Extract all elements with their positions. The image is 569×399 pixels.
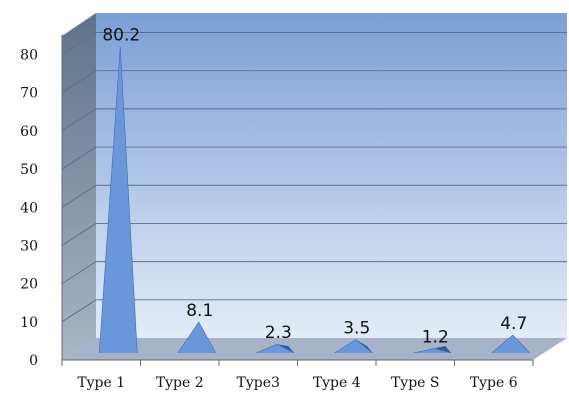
pyramid-face-front xyxy=(177,322,216,353)
x-category-label: Type 2 xyxy=(156,375,204,391)
pyramid-edge xyxy=(491,334,530,354)
pyramid-face-right xyxy=(434,346,452,353)
pyramid-face-front xyxy=(256,344,295,353)
y-tick-label: 50 xyxy=(20,162,38,178)
chart-side-wall xyxy=(62,13,96,360)
gridlines xyxy=(61,32,567,323)
x-category-label: Type 1 xyxy=(77,375,125,391)
pyramid-bar xyxy=(256,343,295,354)
pyramid-edge xyxy=(413,348,452,354)
y-tick-label: 10 xyxy=(20,315,38,331)
gridline-side xyxy=(61,223,97,246)
gridline-side xyxy=(61,261,97,285)
y-tick-label: 70 xyxy=(20,86,38,102)
data-label: 4.7 xyxy=(500,314,527,334)
pyramid-bar xyxy=(413,346,452,354)
gridline-side xyxy=(61,146,97,170)
x-category-label: Type 4 xyxy=(313,375,361,391)
data-label: 2.3 xyxy=(265,323,292,343)
pyramid-bar xyxy=(177,321,217,354)
gridline-side xyxy=(61,108,97,132)
pyramid-edge xyxy=(334,339,373,354)
y-tick-label: 80 xyxy=(20,48,38,64)
y-tick-label: 20 xyxy=(20,277,38,293)
pyramid-face-front xyxy=(99,46,138,353)
pyramid-bar xyxy=(491,334,530,354)
x-category-label: Type S xyxy=(391,375,440,391)
pyramid-edge xyxy=(177,321,217,354)
pyramid-bar xyxy=(98,46,138,354)
y-tick-label: 30 xyxy=(20,238,38,254)
gridline-side xyxy=(61,299,97,323)
y-tick-label: 40 xyxy=(20,200,38,216)
pyramid-bar xyxy=(334,339,373,354)
pyramid-face-front xyxy=(491,335,530,353)
gridline-side xyxy=(61,70,97,94)
chart-back-wall xyxy=(96,13,567,338)
axes: 0 10 20 30 40 50 60 70 80 Type 1 Type 2 Type3 Type 4… xyxy=(20,34,534,391)
chart-floor xyxy=(62,338,567,360)
y-tick-label: 60 xyxy=(20,124,38,140)
gridline-side xyxy=(61,184,97,208)
data-labels: 80.2 8.1 2.3 3.5 1.2 4.7 xyxy=(102,26,527,348)
y-tick-label: 0 xyxy=(29,353,38,369)
x-category-label: Type 6 xyxy=(470,375,518,391)
data-label: 3.5 xyxy=(343,319,370,339)
gridline-side xyxy=(61,32,97,55)
pyramid-bars xyxy=(98,46,530,354)
pyramid-edge xyxy=(98,46,138,354)
data-label: 80.2 xyxy=(102,26,140,46)
x-category-label: Type3 xyxy=(237,375,280,391)
pyramid-face-front xyxy=(334,339,373,353)
data-label: 1.2 xyxy=(422,327,449,347)
pyramid-face-front xyxy=(413,348,452,353)
data-label: 8.1 xyxy=(186,301,213,321)
pyramid-edge xyxy=(256,343,295,354)
